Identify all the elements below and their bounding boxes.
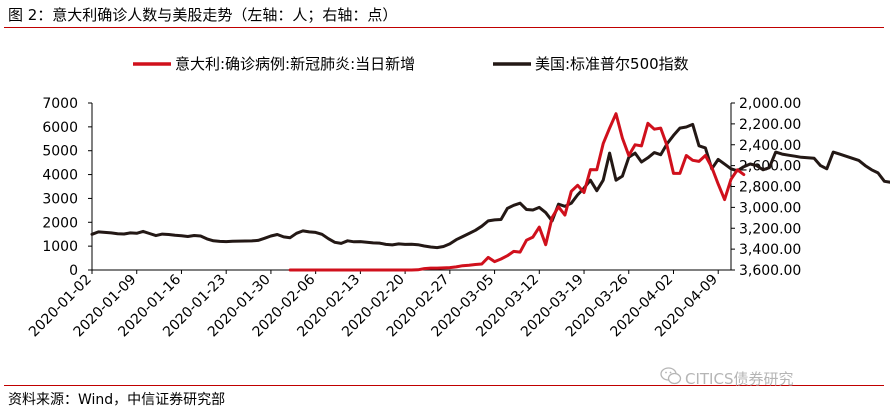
x-axis: 2020-01-022020-01-092020-01-162020-01-23… [26,270,721,340]
footer-rule [4,385,884,386]
right-tick-label: 2,400.00 [739,138,801,154]
left-tick-label: 3000 [42,191,78,207]
right-axis: 2,000.002,200.002,400.002,600.002,800.00… [731,96,801,279]
right-tick-label: 2,800.00 [739,180,801,196]
left-tick-label: 2000 [42,215,78,231]
right-tick-label: 3,600.00 [739,263,801,279]
figure-title: 图 2：意大利确诊人数与美股走势（左轴：人；右轴：点） [8,6,398,24]
watermark: CITICS债券研究 [685,370,794,388]
legend-item-sp500-label: 美国:标准普尔500指数 [535,55,689,73]
legend: 意大利:确诊病例:新冠肺炎:当日新增 美国:标准普尔500指数 [133,55,689,73]
source-note: 资料来源：Wind，中信证券研究部 [8,392,226,408]
right-tick-label: 2,000.00 [739,96,801,112]
left-tick-label: 5000 [42,144,78,160]
left-axis: 0 1000 2000 3000 4000 5000 6000 7000 [42,96,92,279]
right-tick-label: 3,200.00 [739,221,801,237]
series-line-italy-new-cases [288,112,746,272]
legend-item-italy-label: 意大利:确诊病例:新冠肺炎:当日新增 [175,55,415,73]
series-line-sp500 [90,122,890,250]
right-tick-label: 3,000.00 [739,200,801,216]
left-tick-label: 7000 [42,96,78,112]
left-tick-label: 6000 [42,120,78,136]
left-tick-label: 0 [69,263,78,279]
chart: 0 1000 2000 3000 4000 5000 6000 7000 2,000.00 2,… [26,55,890,340]
right-tick-label: 2,200.00 [739,117,801,133]
wechat-logo-icon [660,367,682,385]
left-tick-label: 4000 [42,168,78,184]
right-tick-label: 3,400.00 [739,242,801,258]
series-layer [90,112,890,272]
title-rule [4,27,884,28]
left-tick-label: 1000 [42,239,78,255]
